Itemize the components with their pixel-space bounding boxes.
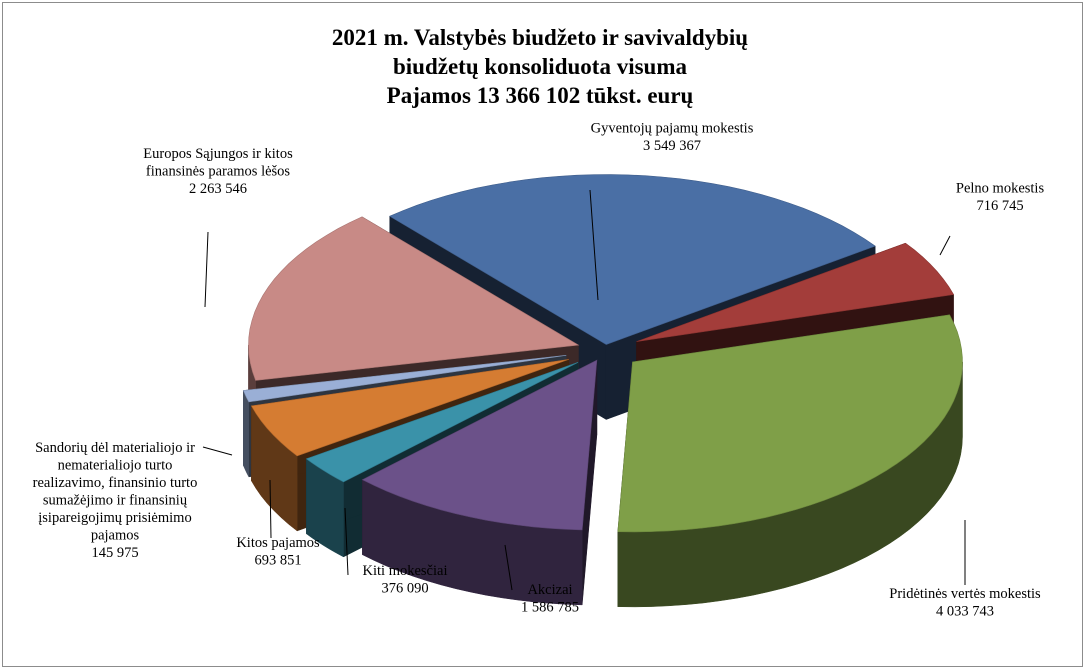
slice-name-6: įsipareigojimų prisiėmimo (38, 510, 191, 526)
slice-name-6: realizavimo, finansinio turto (33, 475, 198, 491)
slice-name-1: Pelno mokestis (956, 181, 1045, 197)
leader-line-6 (202, 446, 233, 456)
chart-title-line-1: 2021 m. Valstybės biudžeto ir savivaldyb… (332, 25, 748, 50)
slice-6 (242, 355, 567, 403)
leader-line-7 (204, 231, 209, 308)
leader-line-0 (589, 189, 599, 301)
slice-value-0: 3 549 367 (643, 138, 701, 154)
slice-outer-wall-6-0 (243, 390, 250, 478)
slice-2 (617, 314, 963, 533)
slice-value-3: 1 586 785 (521, 600, 579, 616)
slice-3 (361, 359, 598, 531)
pie-tops (242, 174, 963, 533)
slice-name-2: Pridėtinės vertės mokestis (889, 586, 1041, 602)
slice-name-6: pajamos (91, 528, 140, 544)
slice-value-6: 145 975 (91, 545, 138, 561)
slice-name-3: Akcizai (527, 582, 572, 598)
slice-value-5: 693 851 (254, 553, 301, 569)
slice-value-7: 2 263 546 (189, 181, 247, 197)
leader-line-4 (344, 507, 349, 576)
slice-5 (250, 359, 569, 457)
slice-label-2: Pridėtinės vertės mokestis 4 033 743 (889, 520, 1041, 620)
chart-title-line-2: biudžetų konsoliduota visuma (393, 54, 687, 79)
slice-4 (305, 362, 579, 483)
slice-0 (389, 174, 876, 345)
leader-line-1 (939, 235, 951, 256)
slice-label-5: Kitos pajamos 693 851 (236, 479, 320, 569)
slice-value-2: 4 033 743 (936, 604, 994, 620)
slice-label-6: Sandorių dėl materialiojo ir nematerialio… (33, 440, 233, 561)
slice-1 (636, 242, 955, 342)
slice-label-4: Kiti mokesčiai 376 090 (344, 507, 448, 597)
chart-title: 2021 m. Valstybės biudžeto ir savivaldyb… (332, 25, 748, 108)
slice-name-6: sumažėjimo ir finansinių (43, 493, 188, 509)
leader-line-5 (269, 479, 272, 539)
leader-line-3 (504, 544, 513, 591)
slice-name-4: Kiti mokesčiai (363, 563, 448, 579)
slice-label-7: Europos Sąjungos ir kitos finansinės para… (143, 146, 293, 308)
slice-name-6: Sandorių dėl materialiojo ir (35, 440, 195, 456)
slice-7 (248, 216, 580, 381)
slice-label-3: Akcizai 1 586 785 (504, 544, 579, 616)
slice-name-6: nematerialiojo turto (58, 458, 173, 474)
slice-name-0: Gyventojų pajamų mokestis (591, 121, 754, 137)
slice-value-4: 376 090 (381, 581, 428, 597)
slice-name-7: Europos Sąjungos ir kitos (143, 146, 293, 162)
slice-value-1: 716 745 (976, 198, 1023, 214)
slice-name-5: Kitos pajamos (236, 535, 320, 551)
slice-name-7: finansinės paramos lėšos (146, 164, 291, 180)
chart-title-line-3: Pajamos 13 366 102 tūkst. eurų (387, 83, 694, 108)
